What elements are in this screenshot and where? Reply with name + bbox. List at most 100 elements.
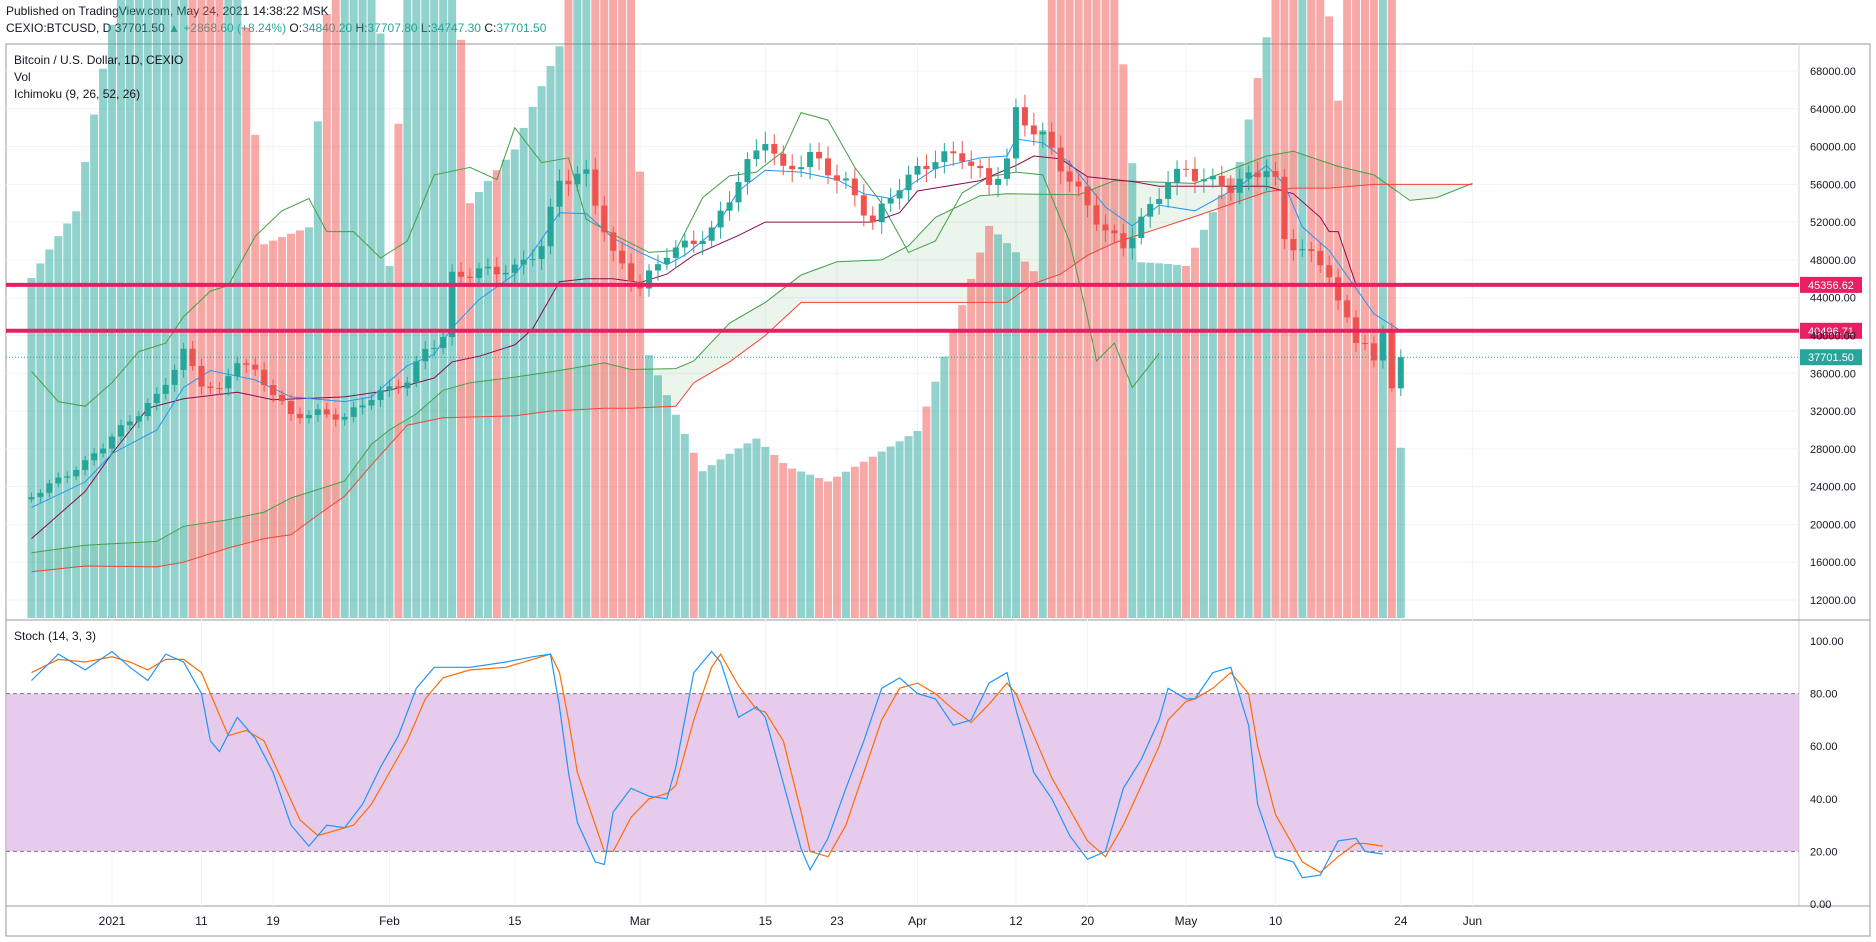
volume-bar — [1182, 265, 1190, 618]
candle-body — [744, 159, 751, 183]
candle-body — [171, 369, 178, 385]
candle-body — [1200, 179, 1207, 182]
price-tick-label: 64000.00 — [1810, 104, 1856, 116]
candle-body — [825, 158, 831, 176]
candle-body — [1012, 107, 1019, 159]
volume-bar — [1361, 0, 1369, 618]
volume-bar — [1003, 243, 1011, 618]
candle-body — [753, 150, 760, 160]
volume-bar — [1038, 130, 1047, 618]
price-tick-label: 40000.00 — [1810, 331, 1856, 343]
stoch-d-line — [31, 652, 1383, 874]
volume-bar — [832, 476, 841, 618]
volume-bar — [537, 86, 546, 618]
candle-body — [261, 369, 268, 386]
volume-bar — [1307, 0, 1316, 618]
volume-bar — [143, 0, 152, 619]
last-price-tag-label: 37701.50 — [1808, 352, 1854, 364]
volume-bar — [519, 127, 528, 618]
close-label: C: — [484, 21, 497, 35]
time-tick-label: 15 — [759, 914, 773, 928]
time-tick-label: 12 — [1009, 914, 1023, 928]
candle-body — [520, 259, 527, 265]
volume-bar — [573, 0, 582, 618]
time-tick-label: 20 — [1081, 914, 1095, 928]
volume-bar — [859, 461, 868, 618]
candle-body — [1263, 171, 1270, 178]
volume-bar — [788, 468, 797, 618]
candle-body — [726, 202, 733, 211]
stoch-tick-label: 40.00 — [1810, 794, 1838, 806]
volume-bar — [322, 14, 331, 618]
candle-body — [1245, 172, 1252, 179]
candle-body — [628, 263, 635, 282]
candle-body — [1093, 205, 1100, 225]
volume-bar — [1253, 77, 1262, 618]
stoch-tick-label: 0.00 — [1810, 899, 1831, 911]
volume-bar — [331, 0, 340, 619]
candle-body — [1379, 330, 1386, 361]
volume-bar — [251, 134, 260, 619]
candle-body — [1397, 357, 1404, 389]
candle-body — [1165, 182, 1172, 199]
volume-bar — [90, 114, 99, 618]
volume-bar — [931, 381, 940, 618]
time-tick-label: Jun — [1463, 914, 1482, 928]
candle-body — [1138, 216, 1145, 238]
candle-body — [37, 492, 44, 498]
candle-body — [1102, 224, 1109, 231]
candle-body — [368, 400, 375, 406]
candle-body — [672, 247, 679, 258]
volume-bar — [1074, 0, 1083, 618]
candle-body — [923, 165, 930, 170]
price-tick-label: 28000.00 — [1810, 444, 1856, 456]
candle-body — [493, 266, 500, 275]
legend-vol: Vol — [14, 70, 31, 84]
candle-body — [601, 205, 608, 233]
candle-body — [959, 153, 966, 162]
candle-body — [735, 182, 742, 203]
candle-body — [1299, 249, 1306, 251]
volume-bar — [367, 0, 376, 618]
candle-body — [690, 240, 697, 244]
axes: 68000.00 64000.00 60000.00 56000.00 52000.00… — [99, 66, 1856, 928]
candle-body — [654, 264, 661, 271]
volume-bar — [72, 211, 81, 619]
volume-bar — [609, 0, 618, 619]
candle-body — [1075, 181, 1082, 187]
price-tick-label: 48000.00 — [1810, 255, 1856, 267]
candle-body — [717, 210, 724, 228]
volume-bar — [474, 191, 483, 618]
candle-body — [896, 190, 903, 199]
candle-body — [207, 386, 214, 389]
candle-body — [502, 272, 509, 275]
volume-bar — [698, 471, 707, 618]
candle-body — [932, 162, 939, 170]
candle-body — [91, 453, 98, 461]
volume-bar — [1378, 0, 1387, 618]
volume-bar — [45, 249, 54, 618]
price-tick-label: 24000.00 — [1810, 482, 1856, 494]
senkou-span-b — [31, 183, 1473, 573]
volume-bar — [1235, 161, 1244, 619]
candle-body — [511, 264, 518, 273]
candle-body — [977, 165, 984, 169]
volume-bar — [1137, 262, 1146, 618]
candle-body — [842, 178, 849, 181]
volume-bar — [108, 24, 116, 618]
candle-body — [73, 469, 80, 477]
candle-body — [646, 270, 652, 289]
volume-bar — [743, 443, 752, 618]
volume-bar — [1029, 271, 1038, 618]
candles[interactable] — [28, 94, 1404, 503]
candle-body — [279, 394, 286, 402]
candle-body — [610, 232, 617, 251]
volume-bar — [1244, 119, 1253, 618]
horizontal-levels[interactable]: 37701.50 45356.62 40496.71 — [6, 276, 1862, 366]
volume-bar — [483, 180, 492, 618]
volume-bar — [152, 0, 161, 618]
stoch-tick-label: 100.00 — [1810, 636, 1844, 648]
candle-body — [225, 376, 232, 389]
volume-bar — [260, 244, 269, 618]
